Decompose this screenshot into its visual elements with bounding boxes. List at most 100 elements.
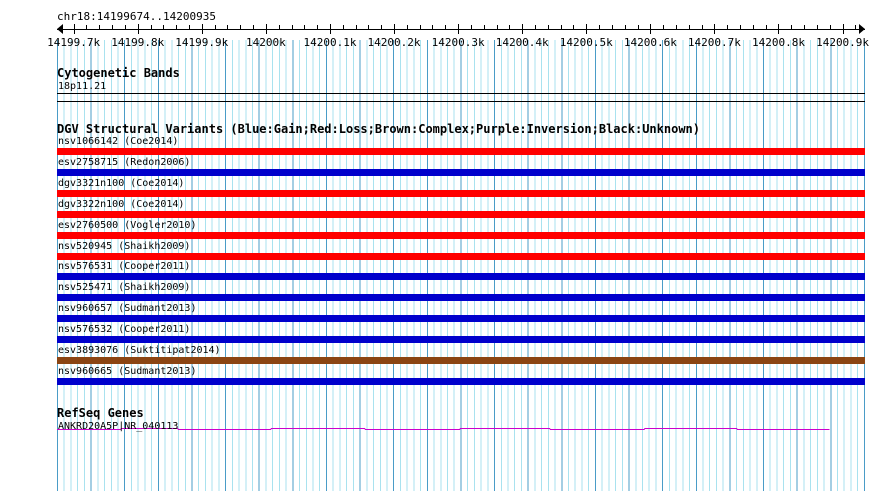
ruler-tick-label: 14199.8k <box>111 36 165 49</box>
variant-track-label[interactable]: nsv520945 (Shaikh2009) <box>58 240 191 252</box>
ruler-major-tick <box>586 24 588 34</box>
ruler-minor-tick <box>291 25 293 30</box>
ruler-minor-tick <box>227 25 229 30</box>
ruler-minor-tick <box>99 25 101 30</box>
variant-track-label[interactable]: esv2760500 (Vogler2010) <box>58 219 197 231</box>
ruler-minor-tick <box>496 25 498 30</box>
refseq-genes-title: RefSeq Genes <box>57 406 144 420</box>
ruler-minor-tick <box>816 25 818 30</box>
ruler-minor-tick <box>855 25 857 30</box>
ruler-major-tick <box>650 24 652 34</box>
ruler-right-arrow-icon <box>859 24 865 34</box>
ruler-major-tick <box>778 24 780 34</box>
ruler-tick-label: 14200.4k <box>495 36 549 49</box>
ruler-major-tick <box>394 24 396 34</box>
variant-track-label[interactable]: nsv576532 (Cooper2011) <box>58 324 191 336</box>
ruler-minor-tick <box>214 25 216 30</box>
variant-track-label[interactable]: esv3893076 (Suktitipat2014) <box>58 345 221 356</box>
ruler-tick-label: 14200.5k <box>559 36 613 49</box>
ruler-minor-tick <box>342 25 344 30</box>
variant-track-label[interactable]: esv2758715 (Redon2006) <box>58 156 191 168</box>
variant-bar[interactable] <box>57 336 865 344</box>
cytogenetic-band-label: 18p11.21 <box>58 81 107 92</box>
variant-bar[interactable] <box>57 357 865 364</box>
ruler-minor-tick <box>740 25 742 30</box>
ruler-minor-tick <box>560 25 562 30</box>
ruler-major-tick <box>137 24 139 34</box>
ruler-major-tick <box>458 24 460 34</box>
variant-bar[interactable] <box>57 148 865 155</box>
ruler-minor-tick <box>381 25 383 30</box>
variant-track-label[interactable]: nsv576531 (Cooper2011) <box>58 261 191 273</box>
ruler-minor-tick <box>752 25 754 30</box>
ruler-minor-tick <box>637 25 639 30</box>
ruler-minor-tick <box>701 25 703 30</box>
ruler-minor-tick <box>535 25 536 30</box>
ruler-major-tick <box>265 24 267 34</box>
ruler-tick-label: 14199.7k <box>47 36 101 49</box>
variant-bar[interactable] <box>57 189 865 197</box>
variant-track-label[interactable]: dgv3322n100 (Coe2014) <box>58 198 185 210</box>
cytogenetic-bands-title: Cytogenetic Bands <box>57 66 180 80</box>
ruler-minor-tick <box>240 25 242 30</box>
refseq-gene-label[interactable]: ANKRD20A5P|NR_040113 <box>58 421 179 432</box>
variant-bar[interactable] <box>57 231 865 239</box>
ruler-minor-tick <box>253 25 255 30</box>
variant-bar[interactable] <box>57 168 865 176</box>
ruler-minor-tick <box>765 25 767 30</box>
ruler-axis-line <box>57 29 865 30</box>
ruler-minor-tick <box>112 25 114 30</box>
ruler-minor-tick <box>470 25 472 30</box>
ruler-minor-tick <box>445 25 447 30</box>
dgv-section-title: DGV Structural Variants (Blue:Gain;Red:L… <box>57 122 700 136</box>
variant-track-label[interactable]: nsv960665 (Sudmant2013) <box>58 365 197 377</box>
ruler-tick-label: 14199.9k <box>175 36 229 49</box>
variant-bar[interactable] <box>57 273 865 281</box>
cytoband-rule-bottom <box>57 101 865 102</box>
ruler-major-tick <box>842 24 844 34</box>
ruler-minor-tick <box>406 25 408 30</box>
variant-bar[interactable] <box>57 377 865 385</box>
variant-bar[interactable] <box>57 210 865 218</box>
ruler-minor-tick <box>675 25 677 30</box>
ruler-minor-tick <box>547 25 549 30</box>
ruler-tick-label: 14200.8k <box>751 36 805 49</box>
coordinate-ruler[interactable] <box>57 24 865 34</box>
ruler-tick-label: 14200.2k <box>367 36 421 49</box>
ruler-minor-tick <box>355 25 357 30</box>
ruler-minor-tick <box>829 25 831 30</box>
cytoband-rule-top <box>57 93 865 94</box>
ruler-major-tick <box>329 24 331 34</box>
ruler-minor-tick <box>599 25 601 30</box>
ruler-minor-tick <box>573 25 575 30</box>
variant-bar[interactable] <box>57 252 865 260</box>
ruler-tick-label: 14200.9k <box>816 36 870 49</box>
variant-track-label[interactable]: nsv525471 (Shaikh2009) <box>58 282 191 294</box>
ruler-minor-tick <box>727 25 729 30</box>
ruler-major-tick <box>201 24 203 34</box>
ruler-minor-tick <box>176 25 178 30</box>
locus-position-label: chr18:14199674..14200935 <box>57 10 216 23</box>
ruler-major-tick <box>73 24 75 34</box>
variant-track-label[interactable]: dgv3321n100 (Coe2014) <box>58 177 185 189</box>
ruler-tick-label: 14200.1k <box>303 36 357 49</box>
ruler-minor-tick <box>150 25 152 30</box>
variant-bar[interactable] <box>57 315 865 323</box>
ruler-tick-label: 14200.3k <box>431 36 485 49</box>
ruler-minor-tick <box>624 25 626 30</box>
ruler-tick-label: 14200k <box>246 36 286 49</box>
ruler-minor-tick <box>688 25 690 30</box>
ruler-left-arrow-icon <box>57 24 63 34</box>
variant-track-label[interactable]: nsv960657 (Sudmant2013) <box>58 303 197 315</box>
ruler-minor-tick <box>611 25 613 30</box>
ruler-minor-tick <box>124 25 126 30</box>
ruler-minor-tick <box>483 25 485 30</box>
variant-track-label[interactable]: nsv1066142 (Coe2014) <box>58 136 179 147</box>
ruler-minor-tick <box>163 25 165 30</box>
ruler-minor-tick <box>509 25 511 30</box>
ruler-minor-tick <box>304 25 306 30</box>
ruler-minor-tick <box>317 25 319 30</box>
ruler-minor-tick <box>86 25 88 30</box>
variant-bar[interactable] <box>57 294 865 302</box>
